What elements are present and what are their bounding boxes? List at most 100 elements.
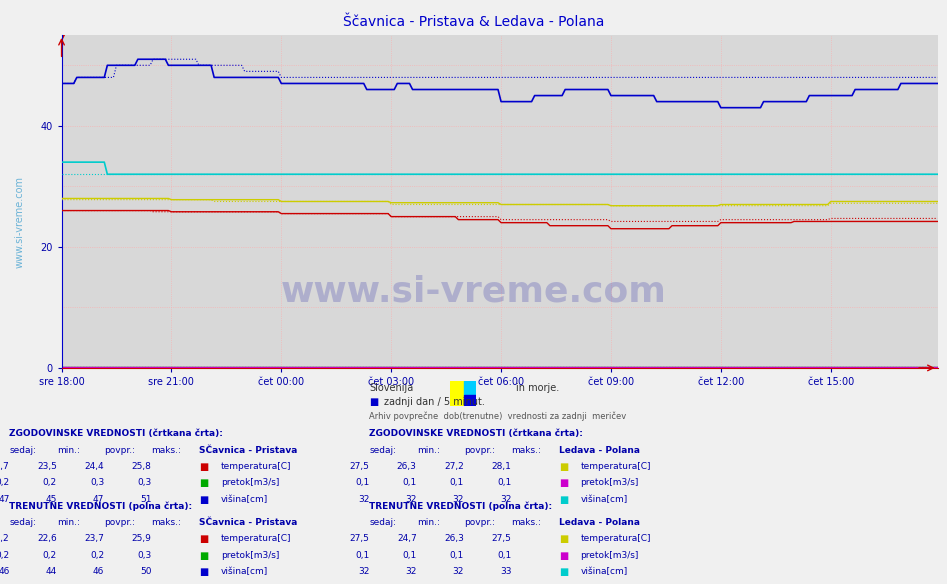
Text: zadnji dan / 5 minut.: zadnji dan / 5 minut. [384, 397, 485, 407]
Text: 0,1: 0,1 [355, 551, 369, 559]
Text: temperatura[C]: temperatura[C] [221, 534, 291, 543]
Text: ■: ■ [559, 567, 568, 577]
Text: 0,3: 0,3 [137, 551, 152, 559]
Text: 46: 46 [93, 567, 104, 576]
Text: 0,2: 0,2 [43, 478, 57, 487]
Bar [464, 381, 476, 395]
Text: temperatura[C]: temperatura[C] [221, 462, 291, 471]
Text: 26,3: 26,3 [397, 462, 417, 471]
Text: Ledava - Polana: Ledava - Polana [559, 518, 640, 527]
Text: 28,1: 28,1 [491, 462, 511, 471]
Text: ■: ■ [559, 478, 568, 488]
Text: 0,3: 0,3 [137, 478, 152, 487]
Text: 47: 47 [93, 495, 104, 503]
Text: ■: ■ [199, 478, 208, 488]
Text: www.si-vreme.com: www.si-vreme.com [14, 176, 25, 268]
Bar [464, 395, 476, 406]
Text: 27,5: 27,5 [349, 462, 369, 471]
Text: 23,5: 23,5 [37, 462, 57, 471]
Text: 26,3: 26,3 [444, 534, 464, 543]
Text: 32: 32 [358, 495, 369, 503]
Text: povpr.:: povpr.: [104, 518, 135, 527]
Text: ■: ■ [199, 551, 208, 561]
Text: povpr.:: povpr.: [104, 446, 135, 454]
Text: 32: 32 [453, 495, 464, 503]
Text: ■: ■ [199, 462, 208, 472]
Text: TRENUTNE VREDNOSTI (polna črta):: TRENUTNE VREDNOSTI (polna črta): [369, 502, 552, 511]
Text: sedaj:: sedaj: [9, 446, 37, 454]
Text: 0,1: 0,1 [402, 551, 417, 559]
Text: temperatura[C]: temperatura[C] [581, 534, 651, 543]
Text: 0,1: 0,1 [355, 478, 369, 487]
Text: pretok[m3/s]: pretok[m3/s] [221, 478, 279, 487]
Text: min.:: min.: [57, 446, 80, 454]
Text: 44: 44 [45, 567, 57, 576]
Text: 46: 46 [0, 567, 9, 576]
Text: pretok[m3/s]: pretok[m3/s] [581, 478, 639, 487]
Text: maks.:: maks.: [152, 446, 182, 454]
Text: SČavnica - Pristava: SČavnica - Pristava [199, 518, 297, 527]
Text: ■: ■ [559, 495, 568, 505]
Text: povpr.:: povpr.: [464, 446, 495, 454]
Text: pretok[m3/s]: pretok[m3/s] [221, 551, 279, 559]
Text: 45: 45 [45, 495, 57, 503]
Text: sedaj:: sedaj: [369, 518, 397, 527]
Text: ■: ■ [199, 534, 208, 544]
Text: ■: ■ [559, 462, 568, 472]
Text: min.:: min.: [417, 518, 439, 527]
Text: ■: ■ [369, 397, 379, 407]
Text: 32: 32 [500, 495, 511, 503]
Text: sedaj:: sedaj: [9, 518, 37, 527]
Text: pretok[m3/s]: pretok[m3/s] [581, 551, 639, 559]
Text: 33: 33 [500, 567, 511, 576]
Text: maks.:: maks.: [511, 446, 542, 454]
Text: 0,2: 0,2 [90, 551, 104, 559]
Text: 0,2: 0,2 [43, 551, 57, 559]
Text: 25,9: 25,9 [132, 534, 152, 543]
Text: 32: 32 [358, 567, 369, 576]
Text: sedaj:: sedaj: [369, 446, 397, 454]
Text: višina[cm]: višina[cm] [221, 495, 268, 503]
Text: 0,3: 0,3 [90, 478, 104, 487]
Text: višina[cm]: višina[cm] [581, 567, 628, 576]
Text: 27,5: 27,5 [491, 534, 511, 543]
Text: povpr.:: povpr.: [464, 518, 495, 527]
Text: 32: 32 [405, 495, 417, 503]
Text: ■: ■ [559, 534, 568, 544]
Text: temperatura[C]: temperatura[C] [581, 462, 651, 471]
Text: 0,1: 0,1 [450, 478, 464, 487]
Text: 32: 32 [453, 567, 464, 576]
Text: Arhiv povprečne  dob(trenutne)  vrednosti za zadnji  meričev: Arhiv povprečne dob(trenutne) vrednosti … [369, 412, 627, 421]
Text: ■: ■ [199, 495, 208, 505]
Text: 24,2: 24,2 [0, 534, 9, 543]
Text: ■: ■ [559, 551, 568, 561]
Text: 24,7: 24,7 [0, 462, 9, 471]
Text: min.:: min.: [417, 446, 439, 454]
Text: 50: 50 [140, 567, 152, 576]
Text: 0,2: 0,2 [0, 478, 9, 487]
Text: SČavnica - Pristava: SČavnica - Pristava [199, 446, 297, 454]
Text: min.:: min.: [57, 518, 80, 527]
Text: ■: ■ [199, 567, 208, 577]
Text: Slovenija: Slovenija [369, 383, 414, 392]
Text: 47: 47 [0, 495, 9, 503]
Text: 24,4: 24,4 [84, 462, 104, 471]
Text: 24,7: 24,7 [397, 534, 417, 543]
Text: 0,2: 0,2 [0, 551, 9, 559]
Text: 0,1: 0,1 [450, 551, 464, 559]
Text: 0,1: 0,1 [497, 551, 511, 559]
Text: 27,2: 27,2 [444, 462, 464, 471]
Text: 0,1: 0,1 [402, 478, 417, 487]
Text: ZGODOVINSKE VREDNOSTI (črtkana črta):: ZGODOVINSKE VREDNOSTI (črtkana črta): [369, 429, 583, 438]
Text: višina[cm]: višina[cm] [581, 495, 628, 503]
Text: 22,6: 22,6 [37, 534, 57, 543]
Text: 32: 32 [405, 567, 417, 576]
Bar [450, 381, 464, 406]
Text: www.si-vreme.com: www.si-vreme.com [280, 275, 667, 309]
Text: maks.:: maks.: [152, 518, 182, 527]
Text: 25,8: 25,8 [132, 462, 152, 471]
Text: ZGODOVINSKE VREDNOSTI (črtkana črta):: ZGODOVINSKE VREDNOSTI (črtkana črta): [9, 429, 223, 438]
Text: in morje.: in morje. [516, 383, 560, 392]
Text: maks.:: maks.: [511, 518, 542, 527]
Text: Ščavnica - Pristava & Ledava - Polana: Ščavnica - Pristava & Ledava - Polana [343, 15, 604, 29]
